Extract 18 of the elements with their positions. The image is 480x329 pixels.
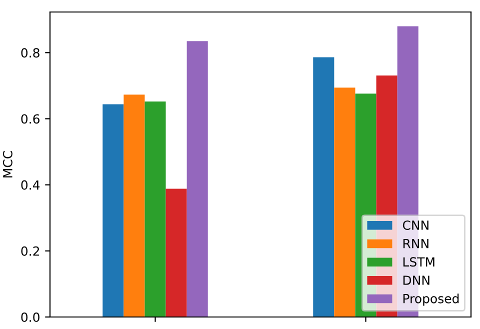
y-tick-label: 0.8: [21, 48, 40, 58]
bar: [313, 57, 334, 317]
bar: [166, 188, 187, 317]
legend-label: RNN: [403, 238, 428, 248]
y-tick-label: 0.2: [21, 246, 40, 256]
y-tick-label: 0.4: [21, 180, 40, 190]
bar: [144, 102, 166, 317]
bar: [186, 41, 208, 317]
legend-label: Proposed: [403, 294, 459, 306]
y-tick-label: 0.6: [21, 114, 40, 124]
legend-label: CNN: [402, 220, 428, 230]
bar: [334, 88, 356, 317]
y-tick-label: 0.0: [21, 312, 40, 322]
bar: [124, 94, 145, 317]
bar: [102, 104, 124, 317]
legend-label: LSTM: [403, 257, 434, 267]
legend-label: DNN: [403, 276, 430, 285]
y-axis-title: MCC: [2, 151, 12, 178]
